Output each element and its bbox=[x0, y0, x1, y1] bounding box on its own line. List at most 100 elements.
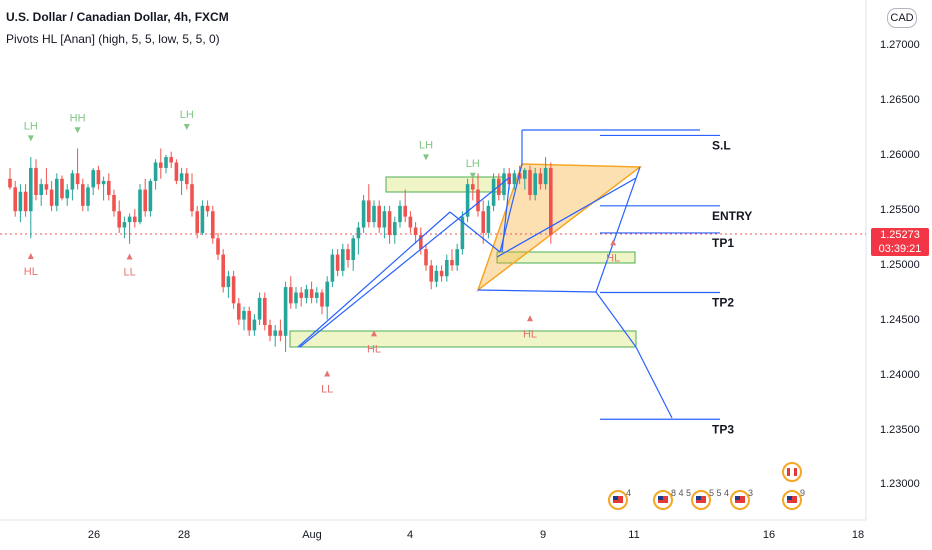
candle-body bbox=[263, 297, 267, 325]
candle-body bbox=[538, 173, 543, 185]
candle bbox=[29, 157, 33, 239]
candle bbox=[70, 170, 75, 201]
trend-line bbox=[595, 166, 641, 293]
candle bbox=[133, 209, 137, 228]
candle-body bbox=[512, 173, 517, 185]
candle-body bbox=[361, 200, 366, 228]
candle-body bbox=[107, 180, 111, 195]
candle-body bbox=[325, 281, 329, 307]
candle-body bbox=[528, 170, 532, 195]
support-zone-upper bbox=[496, 251, 636, 264]
candle bbox=[268, 319, 272, 342]
candle-body bbox=[18, 191, 23, 212]
candle bbox=[164, 154, 168, 174]
candle-body bbox=[174, 162, 179, 181]
candle bbox=[34, 159, 38, 201]
event-count: 4 bbox=[626, 488, 631, 498]
y-tick-label: 1.26000 bbox=[880, 149, 920, 161]
candle bbox=[382, 205, 387, 239]
candle bbox=[112, 189, 116, 217]
event-count: 3 bbox=[748, 488, 753, 498]
candle bbox=[502, 167, 506, 201]
candle-body bbox=[226, 276, 231, 288]
candle bbox=[211, 205, 215, 244]
candle-body bbox=[122, 222, 127, 228]
candle-body bbox=[169, 157, 173, 163]
last-price-value: 1.25273 bbox=[880, 229, 920, 241]
candle-body bbox=[283, 287, 288, 336]
candle-body bbox=[351, 238, 355, 260]
candle-body bbox=[549, 167, 553, 236]
pivot-label: LH bbox=[180, 109, 194, 121]
candle-body bbox=[231, 276, 236, 304]
candle bbox=[283, 281, 288, 353]
event-flag-icon[interactable]: 5 5 4 bbox=[691, 488, 729, 510]
candle-body bbox=[86, 187, 90, 206]
pivot-label: HL bbox=[367, 343, 381, 355]
candle-body bbox=[367, 200, 371, 223]
candle-body bbox=[200, 205, 205, 233]
candle-body bbox=[70, 173, 75, 190]
candle-body bbox=[387, 211, 392, 236]
candle-body bbox=[278, 330, 283, 336]
candle-body bbox=[356, 227, 361, 239]
candle bbox=[424, 243, 428, 271]
candle bbox=[429, 260, 433, 290]
candle bbox=[13, 180, 17, 217]
candle-body bbox=[372, 205, 376, 223]
candle-body bbox=[23, 191, 28, 212]
candle-body bbox=[507, 173, 511, 185]
level-label: ENTRY bbox=[712, 209, 752, 223]
candle-body bbox=[413, 227, 418, 236]
candle-body bbox=[55, 178, 59, 206]
event-flag-icon[interactable]: 4 bbox=[608, 488, 631, 510]
candle-body bbox=[13, 187, 17, 212]
candle bbox=[247, 306, 251, 336]
event-flag-icon[interactable]: 3 bbox=[730, 488, 753, 510]
candle bbox=[138, 184, 142, 225]
currency-badge[interactable]: CAD bbox=[887, 8, 917, 28]
candle-body bbox=[481, 211, 485, 233]
candle bbox=[325, 276, 329, 320]
candle bbox=[351, 235, 355, 271]
pivot-marker bbox=[371, 330, 377, 337]
candle-body bbox=[101, 180, 106, 185]
trend-line bbox=[595, 291, 637, 348]
pivot-marker bbox=[74, 127, 81, 134]
pivot-label: LL bbox=[321, 384, 333, 396]
candle-body bbox=[75, 173, 80, 185]
candle bbox=[523, 167, 527, 190]
y-tick-label: 1.26500 bbox=[880, 94, 920, 106]
candle-body bbox=[491, 178, 496, 206]
candle-body bbox=[133, 216, 137, 223]
candle bbox=[221, 249, 225, 293]
pivot-label: LH bbox=[24, 120, 38, 132]
candle-body bbox=[455, 249, 459, 266]
y-tick-label: 1.23000 bbox=[880, 478, 920, 490]
event-flag-icon[interactable]: 9 bbox=[782, 488, 805, 510]
symbol-title: U.S. Dollar / Canadian Dollar, 4h, FXCM bbox=[6, 10, 229, 24]
candle bbox=[460, 211, 465, 255]
candle bbox=[476, 173, 480, 217]
candle bbox=[200, 200, 205, 236]
candle-body bbox=[143, 189, 147, 212]
candle bbox=[413, 222, 418, 244]
pivot-label: HL bbox=[24, 266, 38, 278]
indicator-legend[interactable]: Pivots HL [Anan] (high, 5, 5, low, 5, 5,… bbox=[6, 32, 220, 46]
candle bbox=[512, 170, 517, 190]
candle bbox=[455, 243, 459, 271]
candle-body bbox=[268, 325, 272, 336]
candle bbox=[289, 276, 293, 309]
candle-body bbox=[403, 205, 407, 217]
event-flag-icon[interactable]: 8 4 5 bbox=[653, 488, 691, 510]
candle-body bbox=[335, 254, 340, 271]
candle bbox=[315, 287, 319, 304]
candle-body bbox=[117, 211, 121, 228]
last-price-tag: 1.25273 03:39:21 bbox=[871, 228, 929, 256]
event-flag-canada-icon[interactable] bbox=[782, 462, 802, 482]
candle bbox=[533, 167, 537, 201]
candle bbox=[179, 167, 184, 195]
candle bbox=[450, 249, 454, 271]
trend-line bbox=[477, 289, 597, 293]
